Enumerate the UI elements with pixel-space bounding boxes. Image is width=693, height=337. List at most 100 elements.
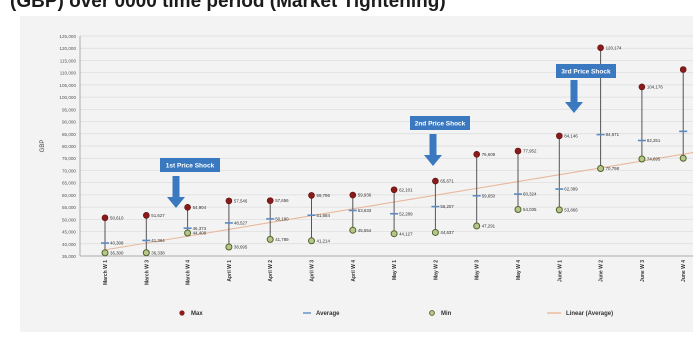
y-axis-label: GBP [40,140,46,153]
min-data-label: 53,866 [564,207,578,212]
x-tick-label: April W 3 [310,260,316,282]
max-data-label: 65,671 [440,179,454,184]
x-tick-label: May W 4 [516,260,522,280]
min-mark [679,154,687,162]
min-mark [431,228,439,236]
y-tick-label: 105,000 [59,83,76,88]
min-data-label: 47,291 [482,224,496,229]
data-labels: 50,610 40,308 36,300 51,627 41,364 36,338 54,9… [110,45,663,255]
max-data-label: 62,101 [399,187,413,192]
max-mark [225,197,233,205]
x-tick-label: June W 3 [640,260,646,282]
min-data-label: 74,695 [647,157,661,162]
y-tick-label: 75,000 [62,156,76,161]
legend-swatch [429,310,435,316]
max-mark [514,147,522,155]
average-data-label: 62,389 [564,187,578,192]
y-tick-label: 85,000 [62,132,76,137]
max-data-label: 57,546 [234,198,248,203]
x-tick-label: June W 2 [599,260,605,282]
max-data-label: 84,146 [564,133,578,138]
max-mark [349,191,357,199]
min-data-label: 44,408 [193,231,207,236]
max-data-label: 120,174 [606,45,622,50]
y-tick-label: 95,000 [62,107,76,112]
annotation-arrow-head [167,197,185,208]
x-tick-label: April W 1 [227,260,233,282]
min-mark [142,249,150,257]
min-mark [101,249,109,257]
range-chart: 35,000 40,000 45,000 50,000 55,000 60,000 65,0… [40,34,693,317]
max-data-label: 104,176 [647,85,663,90]
y-tick-label: 90,000 [62,120,76,125]
y-tick-label: 65,000 [62,181,76,186]
annotations: 1st Price Shock 2nd Price Shock 3rd Price … [160,64,616,208]
average-data-label: 84,671 [606,132,620,137]
chart-panel: 35,000 40,000 45,000 50,000 55,000 60,000 65,0… [20,16,693,332]
min-data-label: 44,637 [440,230,454,235]
average-data-label: 53,633 [358,208,372,213]
x-tick-label: April W 2 [268,260,274,282]
page-title: (GBP) over 0000 time period (Market Tigh… [10,0,446,12]
max-data-label: 54,904 [193,205,207,210]
max-mark [597,44,604,52]
average-data-label: 51,684 [317,213,331,218]
min-mark [184,229,192,237]
price-shock-annotation: 3rd Price Shock [556,64,616,113]
x-tick-label: June W 4 [681,260,687,282]
y-tick-label: 100,000 [59,95,76,100]
min-data-label: 70,798 [606,166,620,171]
y-tick-label: 60,000 [62,193,76,198]
y-tick-label: 70,000 [62,168,76,173]
min-mark [308,237,315,245]
legend-label: Average [316,311,340,317]
y-tick-label: 120,000 [59,46,76,51]
min-mark [597,164,605,172]
x-tick-label: May W 2 [433,260,439,280]
max-data-label: 57,656 [275,198,289,203]
legend: Max Average Min Linear (Average) [179,310,613,317]
max-mark [473,150,481,158]
x-tick-label: May W 1 [392,260,398,280]
average-data-label: 82,251 [647,138,661,143]
average-data-label: 41,364 [151,238,165,243]
average-data-label: 50,180 [275,216,289,221]
average-data-label: 46,373 [193,226,207,231]
annotation-label: 1st Price Shock [166,163,215,170]
annotation-arrow-head [424,155,442,166]
x-tick-label: May W 3 [475,260,481,280]
annotation-arrow-shaft [172,176,180,198]
annotation-box [160,158,220,172]
gridlines [80,35,693,257]
annotation-arrow-shaft [570,80,578,103]
min-data-label: 36,338 [151,250,165,255]
legend-item: Max [179,310,203,317]
price-shock-annotation: 2nd Price Shock [410,116,470,166]
min-mark [473,222,481,230]
max-data-label: 50,610 [110,215,124,220]
min-mark [266,235,274,243]
legend-swatch [179,310,185,316]
average-data-label: 59,650 [482,193,496,198]
max-mark [432,177,439,185]
average-data-label: 48,527 [234,221,248,226]
max-mark [266,197,274,204]
min-data-label: 38,695 [234,245,248,250]
legend-item: Linear (Average) [547,311,613,317]
max-mark [555,132,563,140]
min-data-label: 36,300 [110,250,124,255]
x-axis: March W 1 March W 3 March W 4 April W 1 Apri… [103,260,687,285]
y-tick-label: 110,000 [60,71,77,76]
max-mark [101,214,109,222]
max-data-label: 59,936 [358,193,372,198]
min-mark [555,206,563,214]
annotation-box [410,116,470,130]
legend-label: Max [191,311,203,317]
annotation-label: 2nd Price Shock [415,121,466,128]
max-mark [308,192,315,199]
x-tick-label: March W 4 [186,260,192,285]
annotation-box [556,64,616,78]
max-data-label: 51,627 [151,213,165,218]
max-data-label: 77,952 [523,149,537,154]
